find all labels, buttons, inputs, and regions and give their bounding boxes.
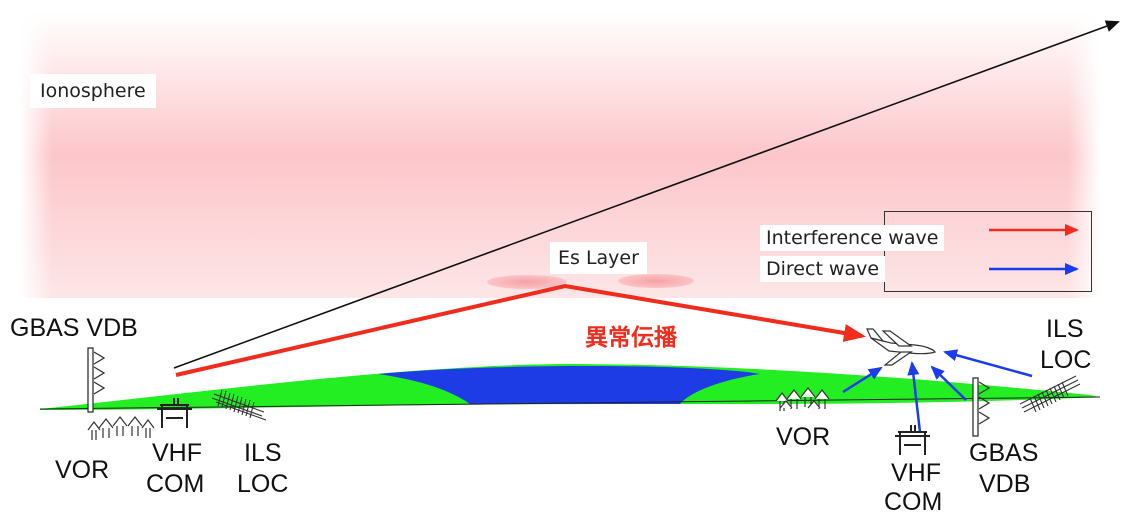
- ground-outline: [39, 396, 1101, 410]
- vhf-com-tower-right-icon: [895, 425, 930, 455]
- legend-interference-label: Interference wave: [760, 225, 945, 251]
- left-ils-label: ILS: [244, 439, 282, 467]
- right-gbas-label: GBAS: [969, 439, 1039, 467]
- left-vor-label: VOR: [55, 456, 110, 484]
- es-layer-blob-left: [487, 275, 567, 289]
- legend-direct-label: Direct wave: [760, 256, 886, 282]
- skywave-ray: [173, 20, 1120, 369]
- es-layer-label: Es Layer: [550, 242, 647, 274]
- direct-wave-ils: [943, 349, 1033, 378]
- ionosphere-label: Ionosphere: [30, 74, 156, 108]
- right-vor-label: VOR: [776, 423, 831, 451]
- direct-wave-vor: [842, 366, 883, 394]
- sea-blue: [378, 366, 760, 404]
- diagram-svg: [20, 12, 1120, 455]
- right-vdb-label: VDB: [979, 470, 1031, 498]
- ils-loc-array-right-icon: [1019, 375, 1081, 413]
- vor-antenna-right-icon: [775, 387, 830, 411]
- right-loc-label: LOC: [1040, 346, 1092, 374]
- direct-wave-gbas: [930, 365, 967, 401]
- right-com-label: COM: [884, 488, 943, 516]
- legend-swatches: [989, 224, 1079, 275]
- gbas-antenna-left-icon: [87, 347, 106, 413]
- left-gbas-label: GBAS VDB: [10, 314, 138, 342]
- right-vhf-label: VHF: [891, 459, 941, 487]
- vor-antenna-left-icon: [87, 416, 155, 440]
- left-vhf-label: VHF: [152, 439, 202, 467]
- diagram-canvas: Ionosphere Es Layer 異常伝播 Interference wa…: [10, 12, 1120, 515]
- left-com-label: COM: [146, 470, 205, 498]
- direct-wave-vhf: [907, 361, 922, 433]
- left-loc-label: LOC: [237, 470, 289, 498]
- interference-path: [175, 283, 866, 377]
- vhf-com-tower-left-icon: [157, 398, 192, 428]
- gbas-antenna-right-icon: [972, 377, 991, 437]
- es-layer-blob-right: [618, 274, 694, 288]
- aircraft-icon: [866, 328, 936, 366]
- ils-loc-array-left-icon: [211, 389, 267, 421]
- right-ils-label: ILS: [1046, 315, 1084, 343]
- legend-box: [884, 211, 1092, 292]
- anomalous-propagation-label: 異常伝播: [585, 325, 677, 351]
